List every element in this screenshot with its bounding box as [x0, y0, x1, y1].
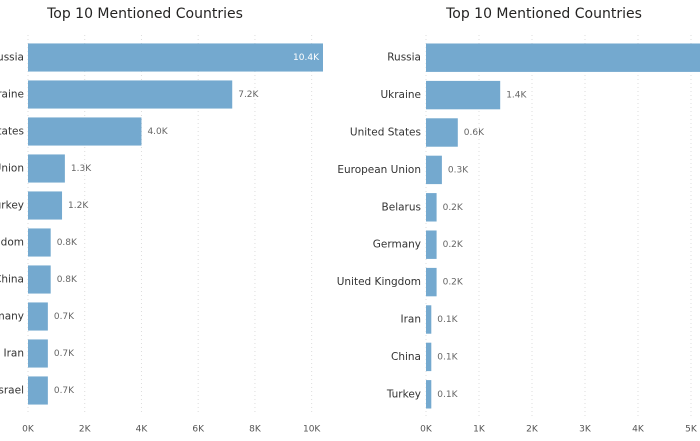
- bar: [426, 80, 501, 110]
- value-label: 0.8K: [57, 275, 78, 285]
- value-label: 0.8K: [57, 238, 78, 248]
- x-tick-label: 2K: [526, 425, 539, 435]
- value-label: 10.4K: [293, 53, 320, 63]
- category-label: Ukraine: [0, 89, 24, 101]
- bar: [28, 302, 48, 331]
- x-tick-label: 4K: [136, 425, 149, 435]
- bar: [28, 228, 51, 257]
- category-label: Germany: [0, 311, 24, 323]
- category-label: Iran: [3, 348, 24, 360]
- category-label: Israel: [0, 385, 24, 397]
- x-tick-label: 3K: [579, 425, 592, 435]
- category-label: European Union: [0, 163, 24, 175]
- x-tick-label: 4K: [632, 425, 645, 435]
- bar: [28, 80, 233, 109]
- value-label: 1.4K: [506, 91, 527, 101]
- value-label: 0.2K: [443, 240, 464, 250]
- bar: [28, 339, 48, 368]
- chart-title: Top 10 Mentioned Countries: [445, 6, 642, 22]
- x-tick-label: 0K: [22, 425, 35, 435]
- x-tick-label: 0K: [420, 425, 433, 435]
- value-label: 0.1K: [437, 390, 458, 400]
- category-label: Russia: [387, 52, 421, 64]
- value-label: 0.1K: [437, 315, 458, 325]
- value-label: 0.1K: [437, 352, 458, 362]
- x-tick-label: 5K: [685, 425, 698, 435]
- category-label: United Kingdom: [337, 276, 421, 288]
- x-tick-label: 2K: [79, 425, 92, 435]
- bar: [426, 267, 437, 297]
- bar: [426, 305, 432, 334]
- value-label: 0.7K: [54, 386, 75, 396]
- category-label: Russia: [0, 52, 24, 64]
- value-label: 0.3K: [448, 165, 469, 175]
- chart-title: Top 10 Mentioned Countries: [46, 6, 243, 22]
- value-label: 7.2K: [238, 90, 259, 100]
- bar: [28, 191, 63, 220]
- bar: [28, 154, 65, 183]
- category-label: United States: [0, 126, 24, 138]
- bar: [426, 155, 442, 185]
- x-tick-label: 1K: [473, 425, 486, 435]
- value-label: 1.3K: [71, 164, 92, 174]
- bar: [28, 265, 51, 294]
- category-label: China: [391, 351, 421, 363]
- category-label: Ukraine: [380, 89, 421, 101]
- value-label: 0.7K: [54, 312, 75, 322]
- category-label: Iran: [400, 314, 421, 326]
- x-tick-label: 8K: [249, 425, 262, 435]
- bar: [426, 118, 458, 147]
- bar: [28, 117, 142, 146]
- category-label: Belarus: [382, 201, 421, 213]
- category-label: Germany: [373, 239, 421, 251]
- bar: [426, 43, 700, 72]
- category-label: China: [0, 274, 24, 286]
- bar: [28, 43, 323, 72]
- value-label: 1.2K: [68, 201, 89, 211]
- bar: [426, 193, 437, 222]
- value-label: 0.6K: [464, 128, 485, 138]
- category-label: European Union: [337, 164, 421, 176]
- category-label: United States: [350, 127, 421, 139]
- value-label: 0.2K: [443, 203, 464, 213]
- value-label: 4.0K: [147, 127, 168, 137]
- category-label: Turkey: [386, 388, 421, 400]
- bar: [426, 230, 437, 259]
- bar: [28, 376, 48, 405]
- x-tick-label: 6K: [192, 425, 205, 435]
- category-label: United Kingdom: [0, 237, 24, 249]
- value-label: 0.7K: [54, 349, 75, 359]
- category-label: Turkey: [0, 200, 24, 212]
- bar: [426, 380, 432, 409]
- bar: [426, 342, 432, 372]
- value-label: 0.2K: [443, 278, 464, 288]
- x-tick-label: 10K: [303, 425, 321, 435]
